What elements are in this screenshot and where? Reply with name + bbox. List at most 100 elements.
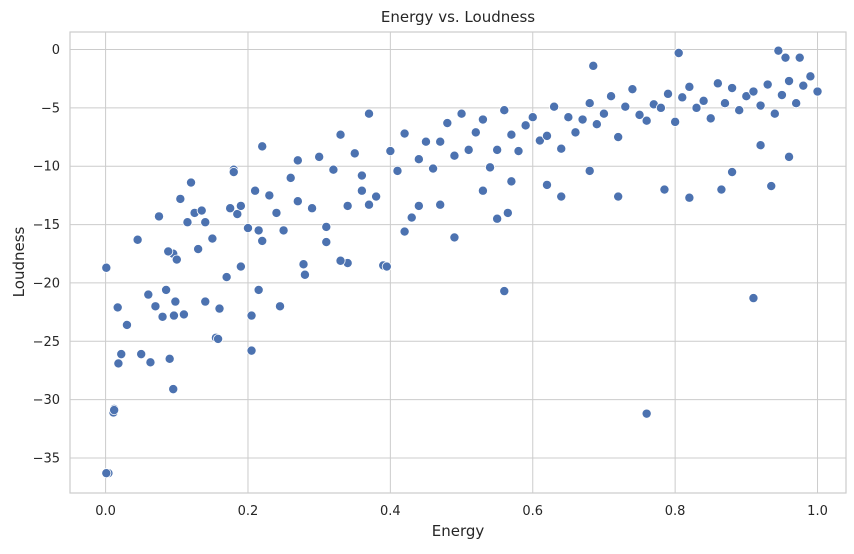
data-point <box>200 217 211 228</box>
y-tick-label: −10 <box>33 160 60 175</box>
data-point <box>399 226 410 237</box>
data-point <box>381 261 392 272</box>
x-tick-label: 0.2 <box>238 504 259 519</box>
data-point <box>691 102 702 113</box>
data-point <box>136 349 147 360</box>
data-point <box>257 141 268 152</box>
y-axis-label: Loudness <box>10 226 28 297</box>
data-point <box>196 205 207 216</box>
data-point <box>541 179 552 190</box>
data-point <box>275 301 286 312</box>
y-tick-label: −20 <box>33 276 60 291</box>
data-point <box>292 196 303 207</box>
data-point <box>175 193 186 204</box>
x-tick-label: 0.4 <box>380 504 401 519</box>
data-point <box>556 143 567 154</box>
data-point <box>116 349 127 360</box>
data-point <box>161 284 172 295</box>
data-point <box>168 384 179 395</box>
x-tick-label: 0.8 <box>665 504 686 519</box>
data-point <box>242 223 253 234</box>
data-point <box>506 176 517 187</box>
data-point <box>456 108 467 119</box>
data-point <box>101 262 112 273</box>
data-point <box>285 172 296 183</box>
data-point <box>606 91 617 102</box>
data-point <box>253 225 264 236</box>
data-point <box>577 114 588 125</box>
data-point <box>164 353 175 364</box>
data-point <box>113 358 124 369</box>
data-point <box>780 52 791 63</box>
y-tick-label: −30 <box>33 393 60 408</box>
data-point <box>145 357 156 368</box>
data-point <box>112 302 123 313</box>
data-point <box>168 310 179 321</box>
data-point <box>677 92 688 103</box>
data-point <box>641 408 652 419</box>
data-point <box>520 120 531 131</box>
y-tick-label: −35 <box>33 451 60 466</box>
data-point <box>741 91 752 102</box>
data-point <box>727 83 738 94</box>
data-point <box>556 191 567 202</box>
data-point <box>673 48 684 59</box>
data-point <box>755 100 766 111</box>
data-points <box>101 45 823 479</box>
data-point <box>314 151 325 162</box>
data-point <box>171 254 182 265</box>
data-point <box>791 98 802 109</box>
data-point <box>292 155 303 166</box>
data-point <box>246 310 257 321</box>
data-point <box>776 90 787 101</box>
data-point <box>659 184 670 195</box>
data-point <box>684 81 695 92</box>
data-point <box>321 221 332 232</box>
data-point <box>413 154 424 165</box>
data-point <box>727 167 738 178</box>
data-point <box>766 181 777 192</box>
data-point <box>492 213 503 224</box>
data-point <box>499 105 510 116</box>
data-point <box>163 246 174 257</box>
data-point <box>584 98 595 109</box>
data-point <box>307 203 318 214</box>
data-point <box>549 101 560 112</box>
data-point <box>748 293 759 304</box>
y-tick-label: −25 <box>33 335 60 350</box>
data-point <box>613 132 624 143</box>
data-point <box>271 207 282 218</box>
data-point <box>716 184 727 195</box>
data-point <box>420 136 431 147</box>
data-point <box>748 86 759 97</box>
data-point <box>356 185 367 196</box>
data-point <box>406 212 417 223</box>
data-point <box>805 71 816 82</box>
data-point <box>157 311 168 322</box>
data-point <box>153 211 164 222</box>
data-point <box>399 128 410 139</box>
data-point <box>278 225 289 236</box>
data-point <box>598 108 609 119</box>
data-point <box>235 200 246 211</box>
y-tick-label: −5 <box>41 101 60 116</box>
data-point <box>214 303 225 314</box>
data-point <box>499 286 510 297</box>
data-point <box>449 232 460 243</box>
data-point <box>143 289 154 300</box>
data-point <box>570 127 581 138</box>
data-point <box>712 78 723 89</box>
data-point <box>435 136 446 147</box>
x-axis-label: Energy <box>432 522 485 540</box>
data-point <box>178 309 189 320</box>
data-point <box>257 235 268 246</box>
data-point <box>207 233 218 244</box>
x-tick-label: 0.6 <box>522 504 543 519</box>
data-point <box>250 185 261 196</box>
data-point <box>477 185 488 196</box>
data-point <box>356 170 367 181</box>
data-point <box>534 135 545 146</box>
data-point <box>684 192 695 203</box>
